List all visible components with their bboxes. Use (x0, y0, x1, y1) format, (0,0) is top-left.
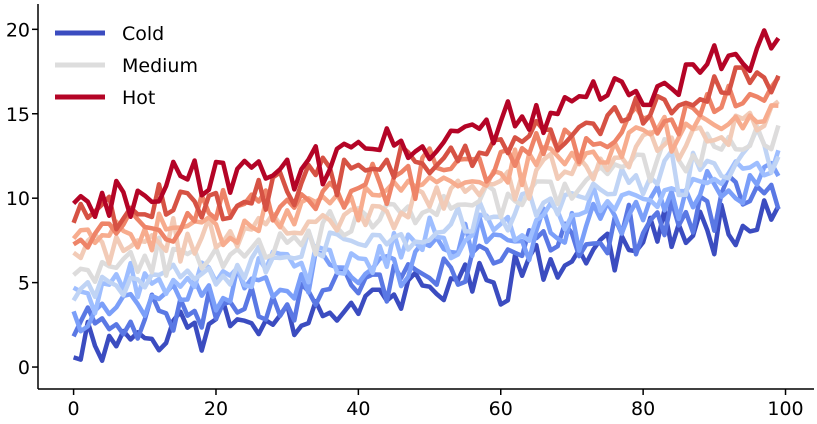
series-line-2 (71, 173, 781, 341)
y-tick-label: 5 (18, 273, 30, 295)
series-line-5 (71, 126, 781, 302)
x-tick-label: 80 (631, 398, 655, 420)
axes (37, 4, 814, 390)
y-tick-label: 15 (6, 104, 30, 126)
y-tick-label: 20 (6, 19, 30, 41)
legend: Cold Medium Hot (55, 23, 198, 109)
legend-label: Medium (122, 55, 198, 77)
y-ticks: 0 5 10 15 20 (6, 19, 38, 379)
x-tick-label: 20 (204, 398, 228, 420)
x-tick-label: 40 (346, 398, 370, 420)
series-line-10 (71, 65, 781, 232)
y-tick-label: 0 (18, 357, 30, 379)
x-tick-label: 60 (489, 398, 513, 420)
legend-label: Hot (122, 87, 155, 109)
series-line-4 (72, 149, 781, 316)
x-tick-label: 0 (68, 398, 80, 420)
x-ticks: 0 20 40 60 80 100 (68, 389, 804, 420)
series-line-7 (72, 99, 780, 266)
series-lines (71, 28, 781, 363)
series-line-11 (71, 28, 781, 220)
y-tick-label: 10 (6, 188, 30, 210)
x-tick-label: 100 (767, 398, 803, 420)
legend-label: Cold (122, 23, 164, 45)
